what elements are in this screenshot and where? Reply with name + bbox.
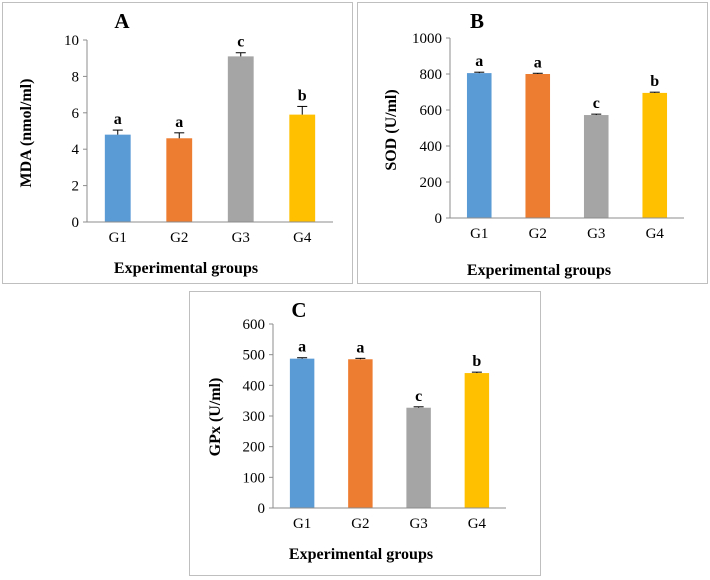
significance-label-b: a	[475, 53, 483, 70]
y-tick-label-a: 0	[72, 215, 80, 231]
x-axis-label-a: Experimental groups	[114, 260, 258, 277]
category-label-b: G3	[587, 226, 605, 242]
y-axis-label-a: MDA (nmol/ml)	[18, 79, 35, 188]
significance-label-b: a	[534, 54, 542, 71]
y-axis-label-b: SOD (U/ml)	[383, 89, 400, 170]
chart-a-svg: A MDA (nmol/ml) Experimental groups 0 2 4 6…	[18, 9, 333, 277]
y-tick-label-b: 1000	[412, 31, 442, 47]
bar-c-g1	[289, 358, 315, 508]
y-tick-label-a: 6	[72, 106, 80, 122]
y-tick-label-b: 400	[420, 139, 443, 155]
bar-b-g2	[525, 74, 551, 218]
category-label-c: G4	[468, 516, 487, 532]
significance-label-c: c	[415, 388, 422, 405]
significance-label-a: c	[237, 34, 244, 51]
y-tick-label-c: 500	[243, 348, 266, 364]
bar-a-g3	[227, 56, 254, 222]
significance-label-c: a	[298, 339, 306, 356]
y-tick-label-b: 800	[420, 67, 443, 83]
bar-c-g3	[406, 407, 431, 508]
chart-c-svg: C GPx (U/ml) Experimental groups 0 100 200…	[207, 298, 506, 563]
category-label-c: G2	[351, 516, 369, 532]
y-tick-label-c: 400	[243, 378, 266, 394]
x-axis-label-c: Experimental groups	[289, 546, 433, 563]
bar-a-g1	[104, 134, 131, 222]
y-tick-label-b: 200	[420, 175, 443, 191]
chart-panel-c: C GPx (U/ml) Experimental groups 0 100 200…	[189, 291, 541, 576]
bar-c-g4	[464, 373, 490, 508]
category-label-a: G2	[170, 230, 188, 246]
y-tick-label-c: 0	[258, 501, 266, 517]
y-tick-label-a: 8	[72, 69, 80, 85]
category-label-c: G3	[409, 516, 427, 532]
bar-b-g1	[466, 73, 492, 218]
y-tick-label-b: 600	[420, 103, 443, 119]
significance-label-b: c	[593, 95, 600, 112]
bar-b-g3	[583, 115, 609, 218]
significance-label-a: a	[114, 111, 122, 128]
significance-label-c: a	[356, 339, 364, 356]
y-tick-label-a: 2	[72, 179, 80, 195]
category-label-b: G2	[529, 226, 547, 242]
panel-label-c: C	[291, 298, 306, 322]
chart-b-svg: B SOD (U/ml) Experimental groups 0 200 400…	[383, 9, 684, 279]
x-axis-label-b: Experimental groups	[467, 262, 611, 279]
y-tick-label-c: 100	[243, 470, 266, 486]
y-axis-label-c: GPx (U/ml)	[207, 378, 224, 457]
panel-label-a: A	[114, 9, 130, 33]
bar-a-g4	[289, 114, 316, 222]
y-tick-label-a: 10	[64, 33, 79, 49]
category-label-a: G1	[109, 230, 127, 246]
y-tick-label-c: 600	[243, 317, 266, 333]
significance-label-c: b	[472, 353, 481, 370]
chart-panel-a: A MDA (nmol/ml) Experimental groups 0 2 4 6…	[2, 2, 353, 284]
bar-a-g2	[166, 138, 193, 222]
significance-label-a: b	[298, 87, 307, 104]
chart-panel-b: B SOD (U/ml) Experimental groups 0 200 400…	[357, 2, 708, 284]
category-label-a: G3	[232, 230, 250, 246]
category-label-b: G1	[470, 226, 488, 242]
y-tick-label-c: 300	[243, 409, 266, 425]
category-label-b: G4	[646, 226, 665, 242]
y-tick-label-a: 4	[72, 142, 80, 158]
significance-label-a: a	[175, 114, 183, 131]
y-tick-label-b: 0	[435, 211, 443, 227]
bar-b-g4	[642, 92, 668, 218]
panel-label-b: B	[470, 9, 484, 33]
y-tick-label-c: 200	[243, 440, 266, 456]
category-label-a: G4	[293, 230, 312, 246]
significance-label-b: b	[650, 73, 659, 90]
bar-c-g2	[348, 359, 373, 508]
category-label-c: G1	[293, 516, 311, 532]
